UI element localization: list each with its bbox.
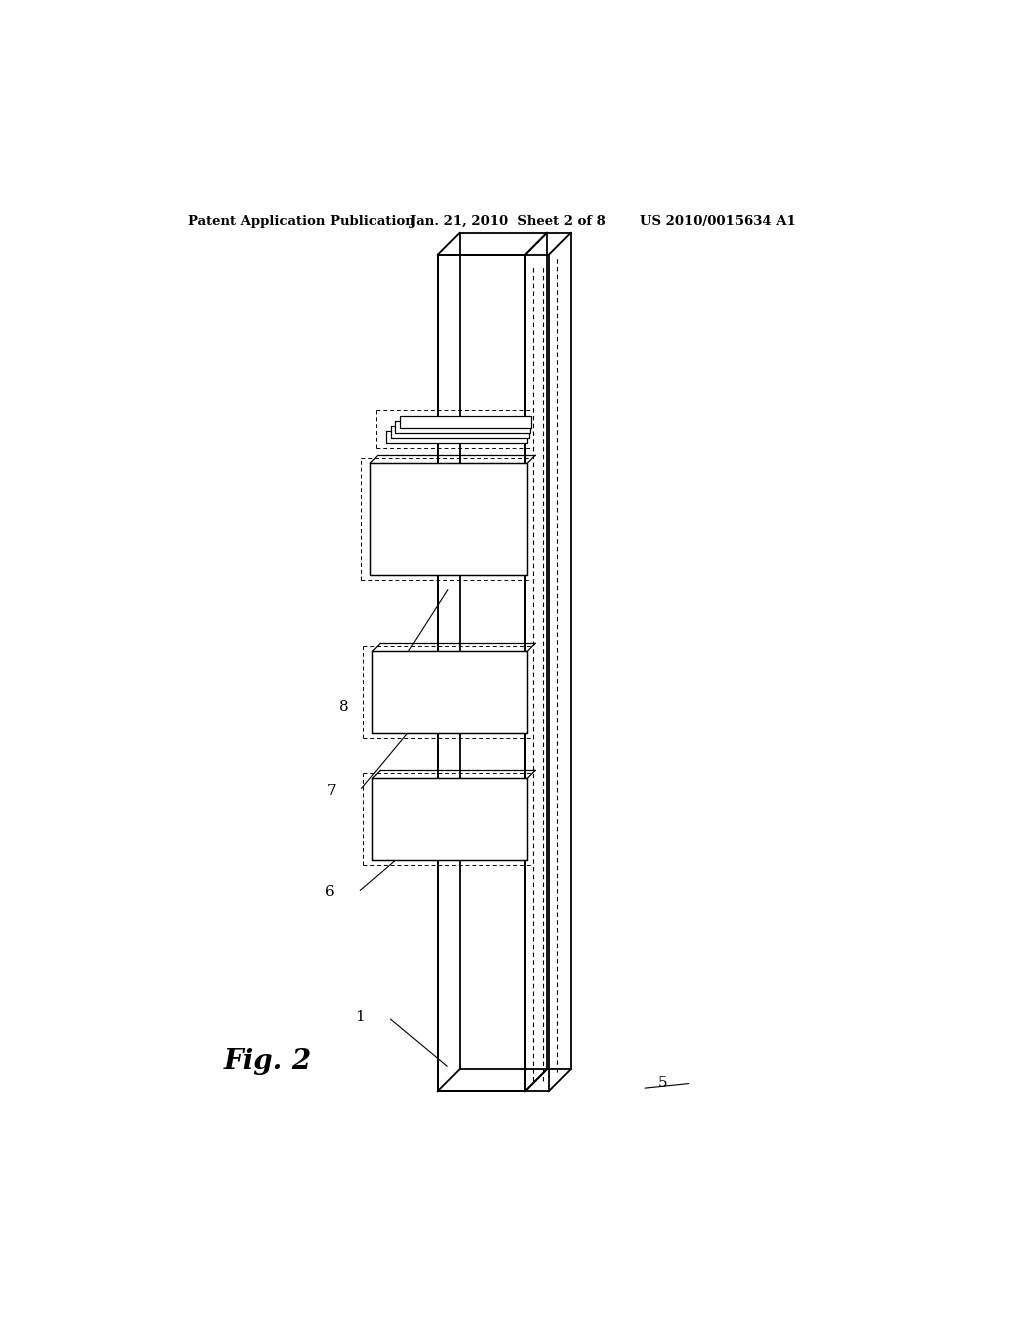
Polygon shape xyxy=(373,779,527,859)
Text: Patent Application Publication: Patent Application Publication xyxy=(187,215,415,228)
Polygon shape xyxy=(391,426,528,438)
Text: Jan. 21, 2010  Sheet 2 of 8: Jan. 21, 2010 Sheet 2 of 8 xyxy=(410,215,605,228)
Text: 5: 5 xyxy=(658,1076,668,1090)
Polygon shape xyxy=(370,463,527,576)
Polygon shape xyxy=(373,651,527,733)
Text: US 2010/0015634 A1: US 2010/0015634 A1 xyxy=(640,215,796,228)
Polygon shape xyxy=(395,421,530,433)
Polygon shape xyxy=(386,430,527,444)
Text: 8: 8 xyxy=(339,700,348,714)
Text: 1: 1 xyxy=(354,1010,365,1024)
Text: 7: 7 xyxy=(327,784,336,797)
Text: Fig. 2: Fig. 2 xyxy=(223,1048,311,1076)
Text: 6: 6 xyxy=(325,886,334,899)
Polygon shape xyxy=(437,255,524,1092)
Polygon shape xyxy=(400,416,531,428)
